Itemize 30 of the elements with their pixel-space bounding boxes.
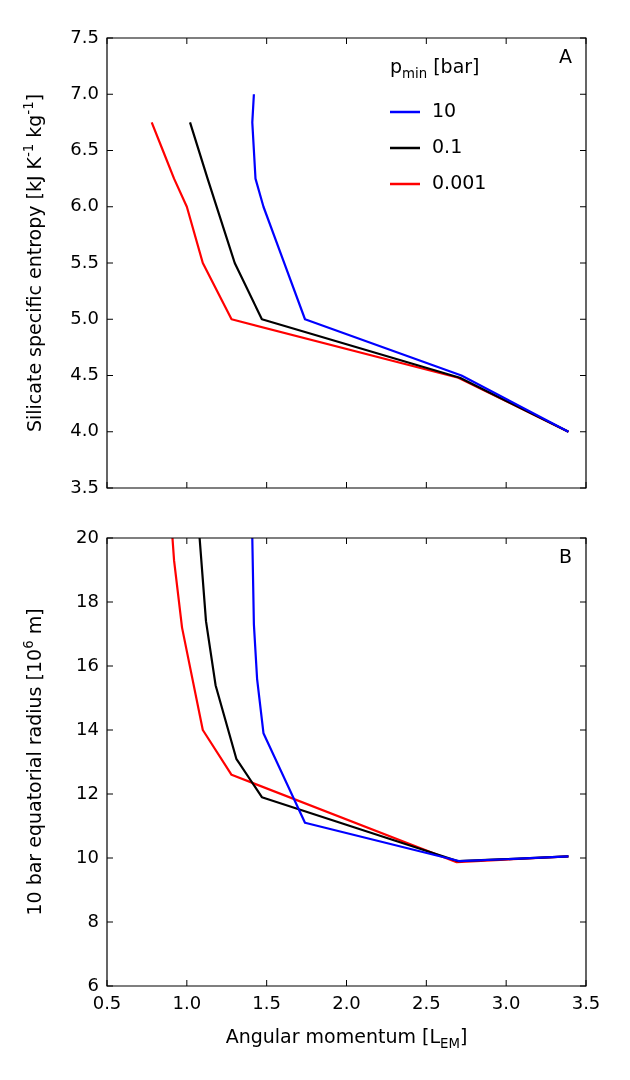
y-tick-label: 5.0 bbox=[70, 306, 99, 328]
y-tick-label: 4.5 bbox=[70, 363, 99, 385]
x-tick-label: 3.5 bbox=[571, 992, 601, 1014]
legend-label: 0.001 bbox=[432, 170, 487, 193]
y-axis-title: 10 bar equatorial radius [106 m] bbox=[20, 608, 45, 916]
y-tick-label: 6.0 bbox=[70, 194, 99, 216]
y-tick-label: 8 bbox=[87, 909, 99, 931]
legend-label: 0.1 bbox=[432, 134, 463, 157]
legend-label: 10 bbox=[432, 98, 457, 121]
y-tick-label: 14 bbox=[76, 717, 99, 739]
annotation: A bbox=[559, 44, 572, 67]
x-tick-label: 1.0 bbox=[172, 992, 202, 1014]
x-tick-label: 0.5 bbox=[92, 992, 122, 1014]
y-tick-label: 16 bbox=[76, 653, 99, 675]
y-tick-label: 7.5 bbox=[70, 25, 99, 47]
y-tick-label: 20 bbox=[76, 525, 99, 547]
x-tick-label: 2.0 bbox=[332, 992, 361, 1014]
y-tick-label: 6.5 bbox=[70, 138, 99, 160]
y-tick-label: 18 bbox=[76, 589, 99, 611]
annotation: B bbox=[558, 544, 573, 567]
y-tick-label: 5.5 bbox=[70, 250, 99, 272]
y-tick-label: 12 bbox=[76, 781, 99, 803]
x-tick-label: 1.5 bbox=[252, 992, 281, 1014]
x-tick-label: 2.5 bbox=[412, 992, 441, 1014]
y-tick-label: 4.0 bbox=[70, 419, 99, 441]
y-tick-label: 6 bbox=[87, 973, 99, 995]
y-tick-label: 3.5 bbox=[70, 475, 99, 497]
x-tick-label: 3.0 bbox=[491, 992, 521, 1014]
y-tick-label: 10 bbox=[76, 845, 99, 867]
y-tick-label: 7.0 bbox=[70, 81, 99, 103]
